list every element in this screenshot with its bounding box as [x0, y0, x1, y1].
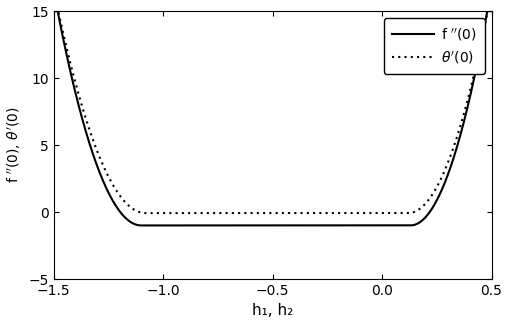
X-axis label: h₁, h₂: h₁, h₂: [252, 304, 293, 318]
Legend: f $''$(0), $\theta'$(0): f $''$(0), $\theta'$(0): [384, 18, 485, 74]
Y-axis label: f $''$(0), $\theta'$(0): f $''$(0), $\theta'$(0): [6, 107, 23, 183]
